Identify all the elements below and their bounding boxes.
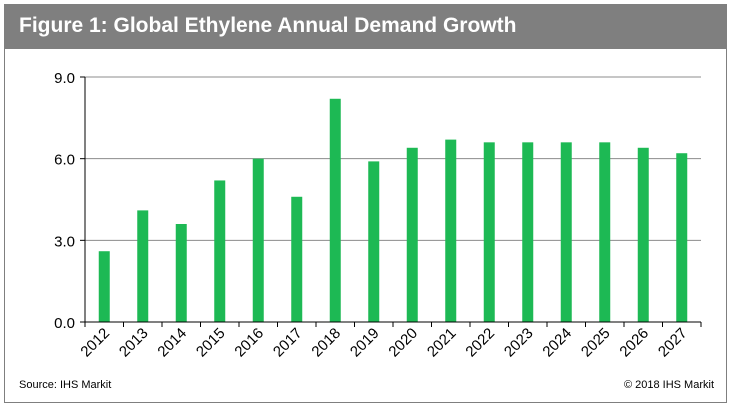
x-tick-label: 2017 bbox=[270, 325, 306, 361]
x-tick-label: 2027 bbox=[655, 325, 691, 361]
bar-2018 bbox=[329, 98, 341, 323]
figure-header: Figure 1: Global Ethylene Annual Demand … bbox=[5, 5, 726, 49]
axis-layer bbox=[80, 76, 702, 327]
x-tick-label: 2015 bbox=[193, 325, 229, 361]
copyright-note: © 2018 IHS Markit bbox=[623, 379, 714, 391]
x-tick-label: 2024 bbox=[539, 325, 575, 361]
bar-2017 bbox=[291, 196, 303, 322]
y-tick-label: 9.0 bbox=[54, 70, 75, 87]
x-tick-label: 2022 bbox=[462, 325, 498, 361]
bar-layer bbox=[98, 98, 688, 323]
x-tick-label: 2020 bbox=[385, 325, 421, 361]
figure-title: Figure 1: Global Ethylene Annual Demand … bbox=[19, 14, 517, 37]
source-note: Source: IHS Markit bbox=[19, 379, 112, 391]
x-tick-label: 2014 bbox=[154, 325, 190, 361]
bar-2013 bbox=[137, 210, 149, 322]
y-tick-label: 3.0 bbox=[54, 233, 75, 250]
x-tick-label: 2016 bbox=[231, 325, 267, 361]
bar-2022 bbox=[483, 142, 495, 322]
bar-2026 bbox=[637, 147, 649, 322]
y-tick-label: 0.0 bbox=[54, 315, 75, 332]
bar-2014 bbox=[175, 224, 187, 322]
bar-2016 bbox=[252, 158, 264, 322]
x-tick-label: 2012 bbox=[77, 325, 113, 361]
bar-2020 bbox=[406, 147, 418, 322]
y-tick-label: 6.0 bbox=[54, 152, 75, 169]
bar-chart: 0.0 3.0 6.0 9.0 2012 2013 2014 2015 2016 2017 2018… bbox=[54, 70, 702, 361]
x-tick-label: 2026 bbox=[616, 325, 652, 361]
x-tick-label: 2021 bbox=[424, 325, 460, 361]
bar-2015 bbox=[214, 180, 226, 322]
x-tick-label: 2023 bbox=[501, 325, 537, 361]
x-tick-label: 2018 bbox=[308, 325, 344, 361]
x-tick-label: 2019 bbox=[347, 325, 383, 361]
x-tick-label: 2025 bbox=[578, 325, 614, 361]
bar-2023 bbox=[522, 142, 534, 322]
bar-2012 bbox=[98, 251, 110, 322]
bar-2024 bbox=[560, 142, 572, 322]
bar-2027 bbox=[676, 153, 688, 322]
x-tick-label: 2013 bbox=[116, 325, 152, 361]
figure-frame: Figure 1: Global Ethylene Annual Demand … bbox=[4, 4, 727, 403]
bar-2021 bbox=[445, 139, 457, 322]
bar-2025 bbox=[599, 142, 611, 322]
grid-layer bbox=[85, 76, 701, 241]
bar-2019 bbox=[368, 161, 380, 322]
